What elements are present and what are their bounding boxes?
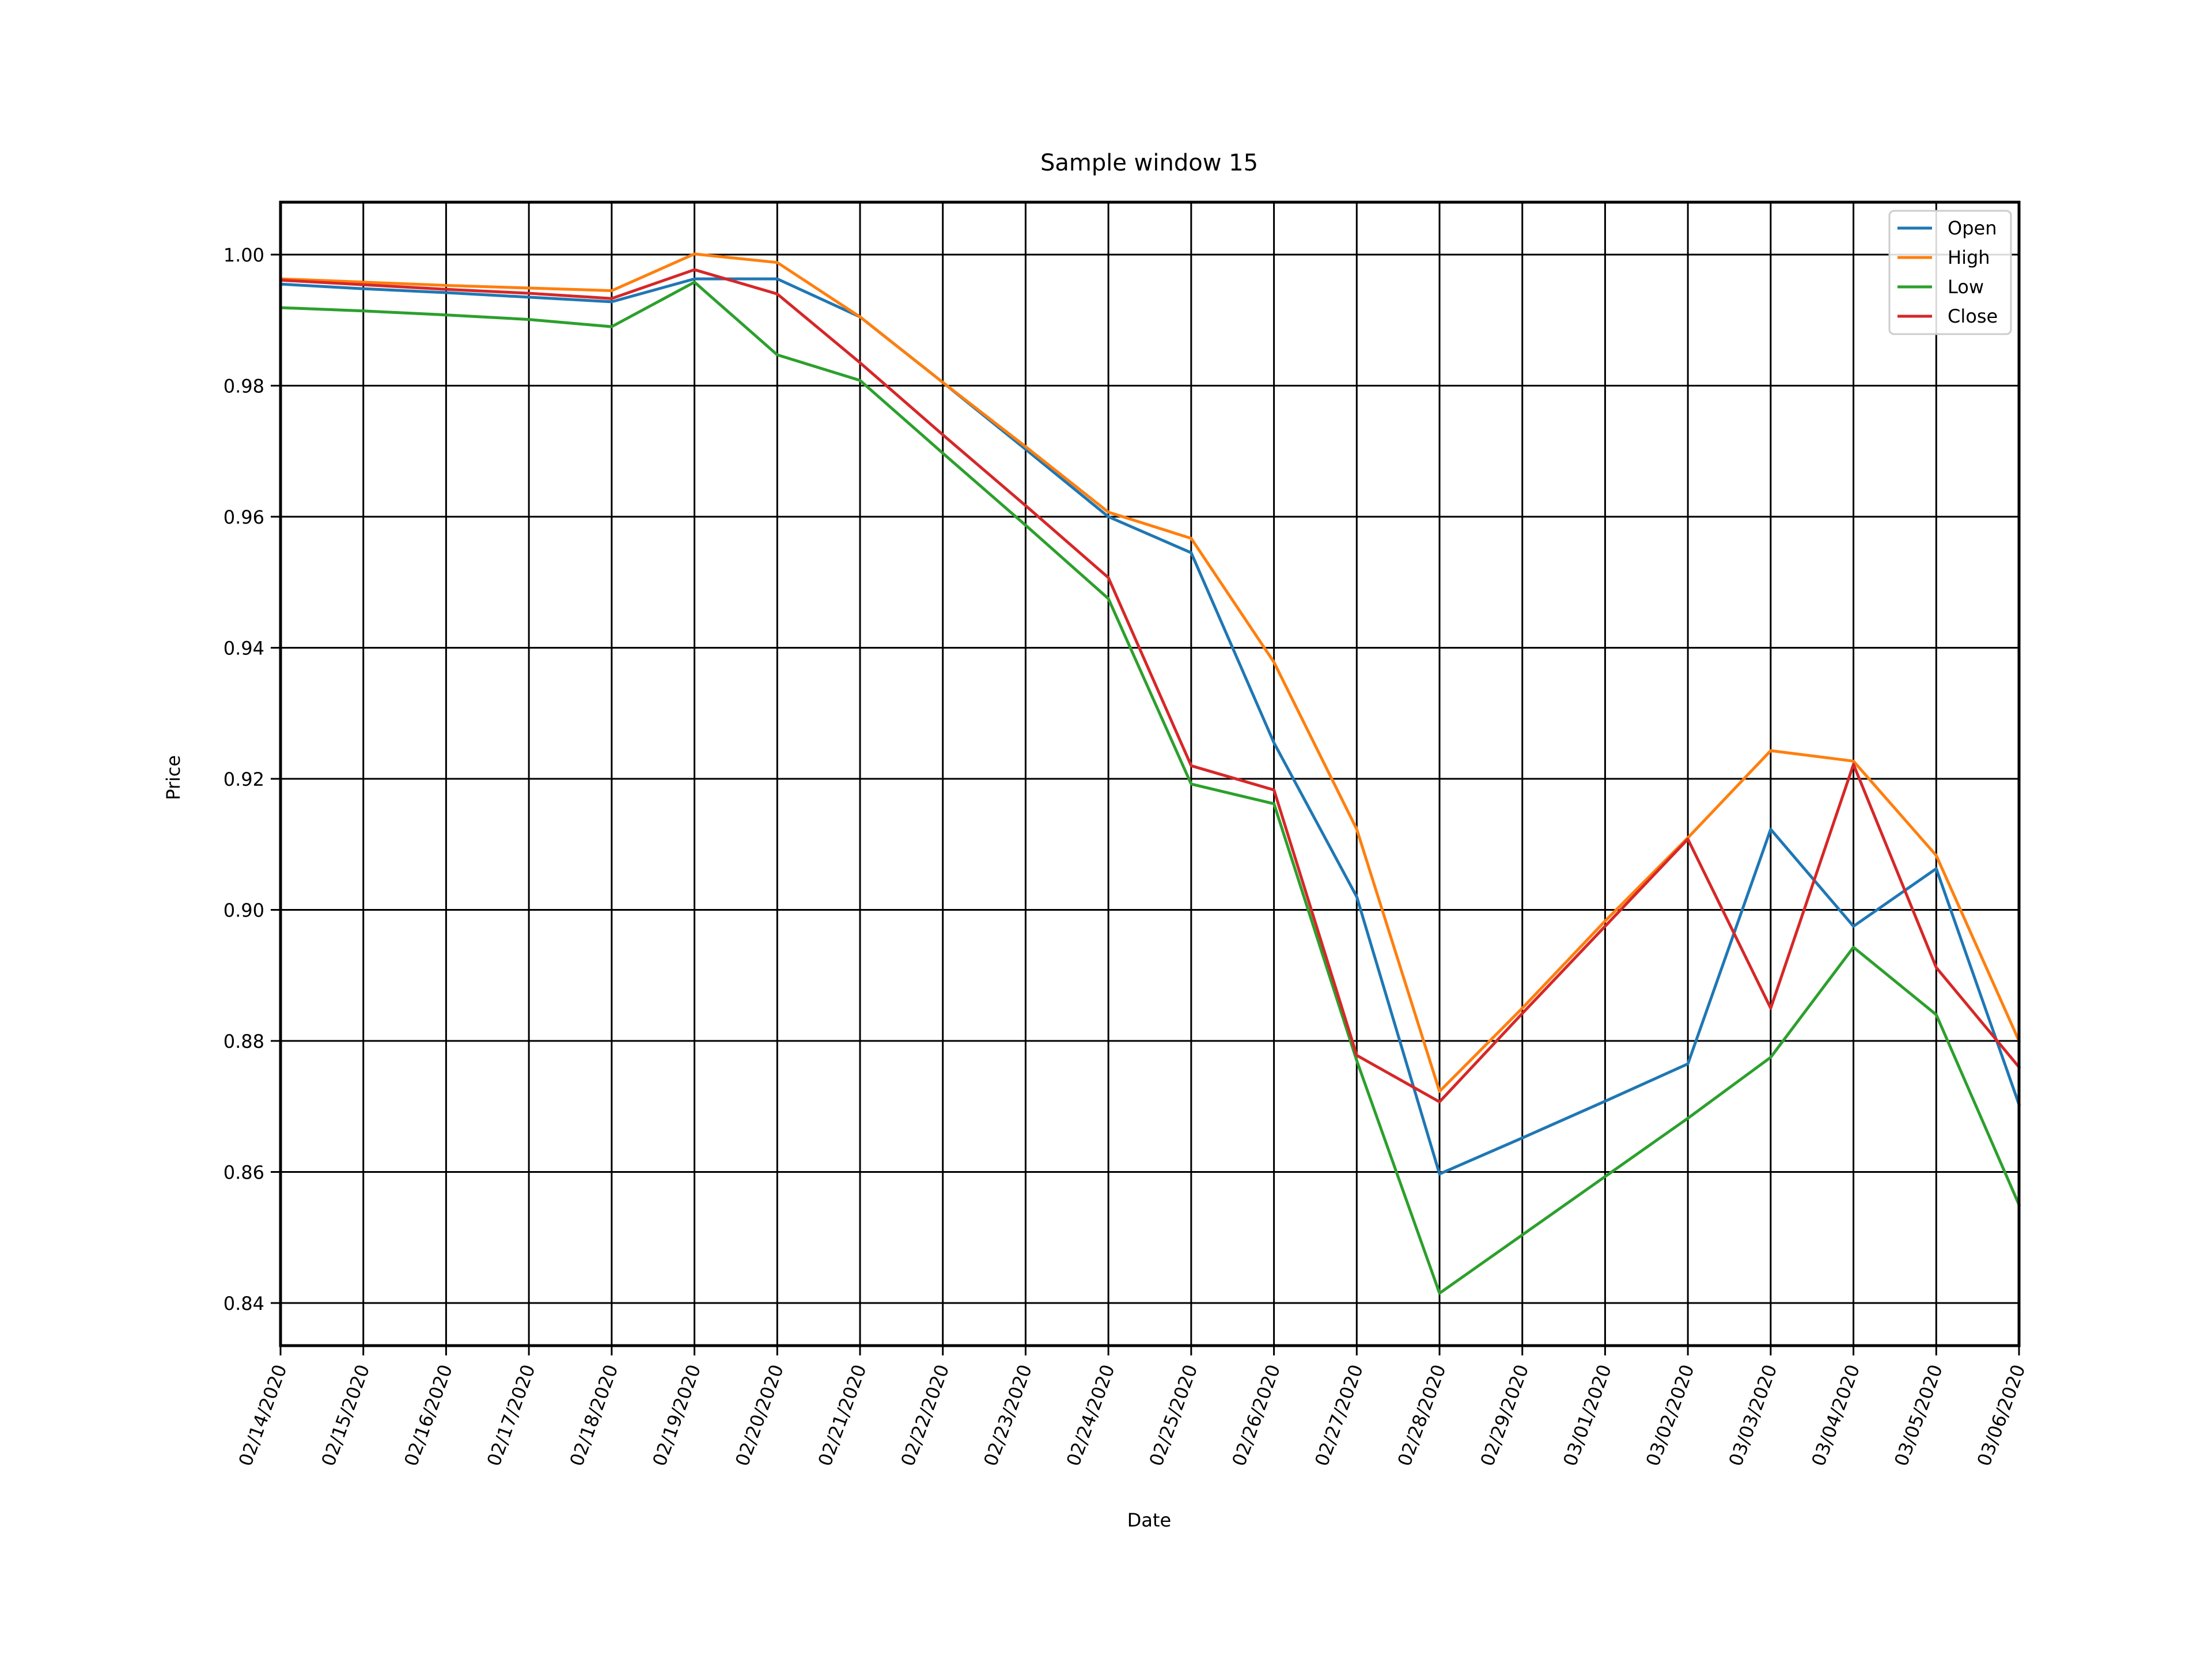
x-axis-label: Date (1127, 1509, 1171, 1531)
x-tick-label: 02/17/2020 (483, 1362, 540, 1469)
x-tick-label: 02/19/2020 (648, 1362, 705, 1469)
x-tick-label: 02/27/2020 (1310, 1362, 1368, 1469)
x-tick-label: 03/04/2020 (1807, 1362, 1864, 1469)
y-axis-label: Price (162, 755, 184, 800)
y-tick-label: 0.88 (224, 1031, 264, 1052)
y-tick-label: 0.84 (224, 1293, 264, 1315)
x-tick-label: 03/06/2020 (1973, 1362, 2030, 1469)
series-line-high (279, 252, 2021, 1093)
y-tick-label: 0.98 (224, 376, 264, 397)
plot-frame (279, 200, 2021, 1347)
x-tick-label: 02/14/2020 (234, 1362, 291, 1469)
y-tick-label: 0.92 (224, 768, 264, 790)
y-tick-label: 0.94 (224, 638, 264, 660)
x-tick-label: 02/20/2020 (731, 1362, 788, 1469)
x-tick-label: 02/22/2020 (896, 1362, 953, 1469)
legend-label-open: Open (1948, 217, 1997, 239)
x-tick-label: 03/01/2020 (1559, 1362, 1616, 1469)
legend-label-low: Low (1948, 276, 1984, 298)
y-tick-label: 1.00 (224, 244, 264, 266)
chart-title: Sample window 15 (1040, 150, 1258, 176)
x-tick-label: 03/03/2020 (1725, 1362, 1782, 1469)
legend-label-high: High (1948, 247, 1990, 268)
x-tick-label: 02/25/2020 (1145, 1362, 1202, 1469)
grid-lines (279, 202, 2020, 1346)
series-line-open (279, 277, 2021, 1176)
x-tick-label: 02/18/2020 (566, 1362, 623, 1469)
series-line-low (279, 281, 2021, 1295)
y-tick-label: 0.96 (224, 506, 264, 528)
x-tick-label: 02/29/2020 (1476, 1362, 1533, 1469)
x-tick-label: 02/15/2020 (317, 1362, 374, 1469)
x-tick-label: 03/02/2020 (1642, 1362, 1699, 1469)
y-tick-label: 0.90 (224, 900, 264, 922)
x-tick-label: 03/05/2020 (1890, 1362, 1947, 1469)
x-tick-label: 02/24/2020 (1062, 1362, 1119, 1469)
series-line-close (279, 268, 2021, 1104)
legend: Open High Low Close (1888, 210, 2012, 335)
x-tick-label: 02/23/2020 (979, 1362, 1036, 1469)
series-lines (279, 252, 2021, 1295)
legend-label-close: Close (1948, 305, 1998, 327)
axis-ticks: 02/14/2020 02/15/2020 02/16/2020 02/17/2020… (224, 244, 2030, 1469)
x-tick-label: 02/21/2020 (814, 1362, 871, 1469)
x-tick-label: 02/16/2020 (400, 1362, 457, 1469)
y-tick-label: 0.86 (224, 1162, 264, 1184)
x-tick-label: 02/28/2020 (1393, 1362, 1450, 1469)
legend-box (1888, 210, 2012, 335)
x-tick-label: 02/26/2020 (1228, 1362, 1285, 1469)
